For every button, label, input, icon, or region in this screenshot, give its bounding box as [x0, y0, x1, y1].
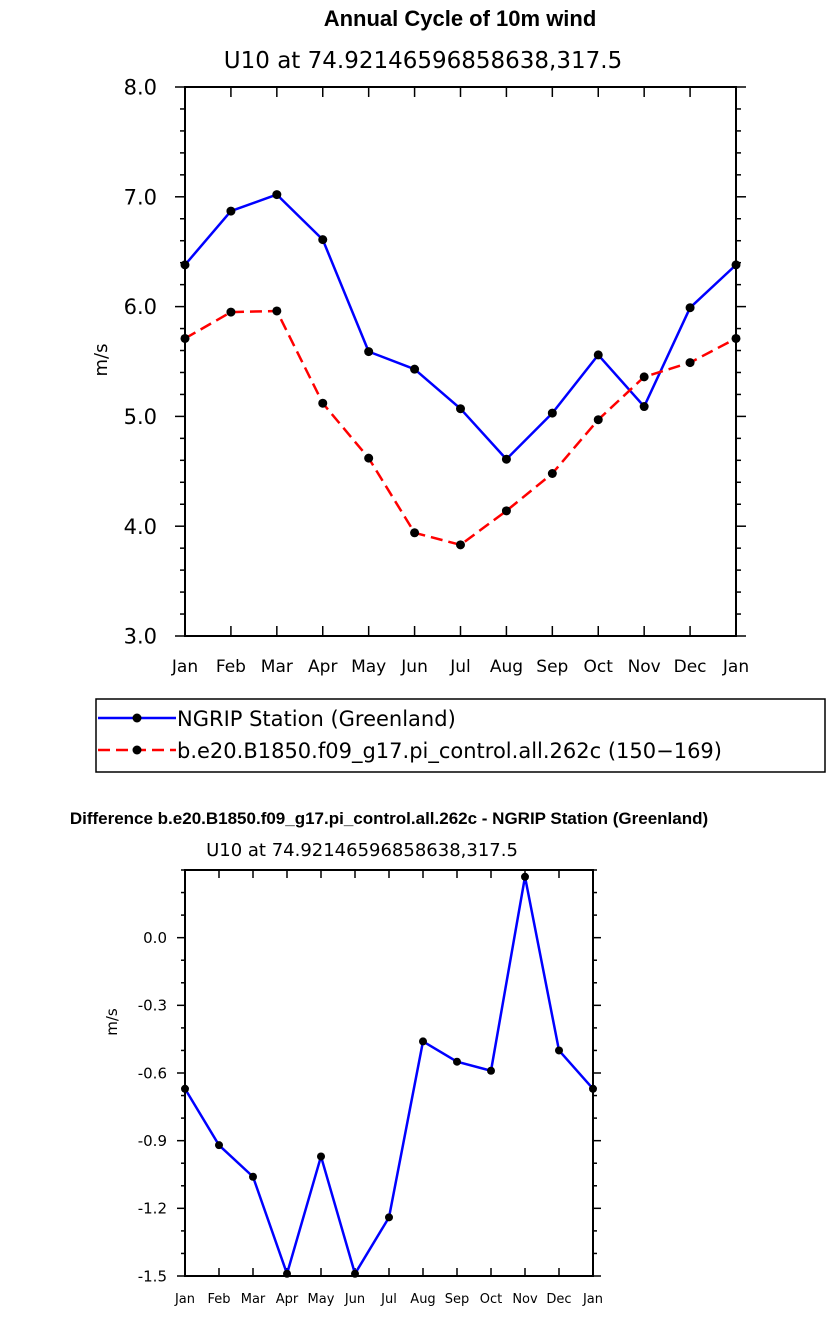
- data-point: [685, 358, 695, 368]
- data-point: [272, 306, 282, 316]
- data-point: [501, 454, 511, 464]
- chart1-ylabel: m/s: [91, 344, 112, 377]
- data-point: [456, 540, 465, 550]
- x-tick-label: Jul: [449, 657, 471, 677]
- x-tick-label: Dec: [674, 657, 707, 677]
- x-tick-label: May: [308, 1292, 335, 1307]
- y-tick-label: 6.0: [124, 295, 157, 319]
- x-tick-label: Aug: [410, 1292, 435, 1307]
- x-tick-label: Sep: [445, 1292, 470, 1307]
- chart1-series-layer: [180, 190, 741, 550]
- data-point: [318, 235, 328, 245]
- x-tick-label: Aug: [490, 657, 523, 677]
- y-tick-label: 3.0: [124, 625, 157, 649]
- data-point: [180, 333, 190, 343]
- data-point: [547, 468, 557, 478]
- x-tick-label: Apr: [276, 1292, 299, 1307]
- data-point: [487, 1066, 495, 1075]
- x-tick-label: Apr: [308, 657, 337, 677]
- data-point: [731, 260, 741, 270]
- data-point: [593, 415, 603, 425]
- data-point: [249, 1172, 257, 1181]
- legend-label-ngrip: NGRIP Station (Greenland): [177, 707, 456, 731]
- data-point: [639, 372, 649, 382]
- data-point: [685, 303, 695, 313]
- x-tick-label: Oct: [584, 657, 614, 677]
- chart2-ylabel: m/s: [103, 1008, 121, 1036]
- chart2-subtitle: U10 at 74.92146596858638,317.5: [206, 840, 518, 861]
- x-tick-label: Jun: [344, 1292, 365, 1307]
- chart1-title: Annual Cycle of 10m wind: [324, 6, 597, 31]
- chart2-axes: Jan Feb Mar Apr May Jun Jul Aug Sep Oct Nov Dec Jan-…: [138, 869, 603, 1307]
- data-point: [364, 347, 374, 357]
- data-point: [226, 206, 236, 216]
- data-point: [272, 190, 282, 200]
- x-tick-label: Jul: [380, 1292, 397, 1307]
- data-point: [589, 1084, 597, 1093]
- data-point: [521, 872, 529, 881]
- annual-cycle-chart: Annual Cycle of 10m wind U10 at 74.92146…: [91, 6, 826, 773]
- data-point: [453, 1057, 461, 1066]
- data-point: [501, 506, 511, 516]
- legend-box: [95, 698, 826, 773]
- y-tick-label: 0.0: [143, 929, 167, 947]
- data-point: [731, 333, 741, 343]
- chart1-legend: NGRIP Station (Greenland) b.e20.B1850.f0…: [95, 698, 826, 773]
- y-tick-label: 4.0: [124, 515, 157, 539]
- x-tick-label: Feb: [207, 1292, 230, 1307]
- chart1-plot-frame: [184, 86, 737, 637]
- x-tick-label: Mar: [241, 1292, 266, 1307]
- data-point: [547, 408, 557, 418]
- y-tick-label: 5.0: [124, 405, 157, 429]
- y-tick-label: -1.5: [138, 1267, 167, 1285]
- difference-chart: Difference b.e20.B1850.f09_g17.pi_contro…: [70, 809, 708, 1307]
- data-point: [456, 404, 465, 414]
- data-point: [593, 350, 603, 360]
- x-tick-label: May: [351, 657, 386, 677]
- chart2-title: Difference b.e20.B1850.f09_g17.pi_contro…: [70, 809, 708, 828]
- x-tick-label: Sep: [536, 657, 568, 677]
- x-tick-label: Oct: [480, 1292, 502, 1307]
- chart1-axes: Jan Feb Mar Apr May Jun Jul Aug Sep Oct Nov Dec Jan 3…: [124, 76, 750, 677]
- data-point: [410, 364, 420, 374]
- x-tick-label: Dec: [546, 1292, 571, 1307]
- chart1-subtitle: U10 at 74.92146596858638,317.5: [224, 48, 622, 74]
- data-point: [385, 1213, 393, 1222]
- y-tick-label: -0.9: [138, 1132, 167, 1150]
- data-point: [410, 528, 420, 538]
- legend-label-model: b.e20.B1850.f09_g17.pi_control.all.262c …: [177, 739, 722, 764]
- y-tick-label: -0.6: [138, 1064, 167, 1082]
- y-tick-label: -0.3: [138, 997, 167, 1015]
- data-point: [283, 1269, 291, 1278]
- x-tick-label: Jun: [400, 657, 428, 677]
- data-point: [318, 398, 328, 408]
- data-point: [226, 307, 236, 317]
- x-tick-label: Jan: [722, 657, 749, 677]
- legend-marker-model: [132, 745, 142, 755]
- x-tick-label: Feb: [216, 657, 246, 677]
- legend-marker-ngrip: [132, 713, 142, 723]
- x-tick-label: Jan: [582, 1292, 603, 1307]
- data-point: [639, 402, 649, 412]
- data-point: [555, 1046, 563, 1055]
- x-tick-label: Jan: [171, 657, 198, 677]
- data-point: [419, 1037, 427, 1046]
- data-point: [317, 1152, 325, 1161]
- data-point: [215, 1141, 223, 1150]
- y-tick-label: 8.0: [124, 76, 157, 100]
- x-tick-label: Jan: [174, 1292, 195, 1307]
- y-tick-label: 7.0: [124, 185, 157, 209]
- data-point: [364, 453, 374, 463]
- data-point: [351, 1269, 359, 1278]
- x-tick-label: Nov: [512, 1292, 538, 1307]
- chart2-series-layer: [181, 872, 597, 1278]
- x-tick-label: Mar: [261, 657, 293, 677]
- y-tick-label: -1.2: [138, 1200, 167, 1218]
- x-tick-label: Nov: [628, 657, 661, 677]
- data-point: [181, 1084, 189, 1093]
- series-line: [184, 193, 737, 461]
- series-line: [184, 309, 737, 547]
- data-point: [180, 260, 190, 270]
